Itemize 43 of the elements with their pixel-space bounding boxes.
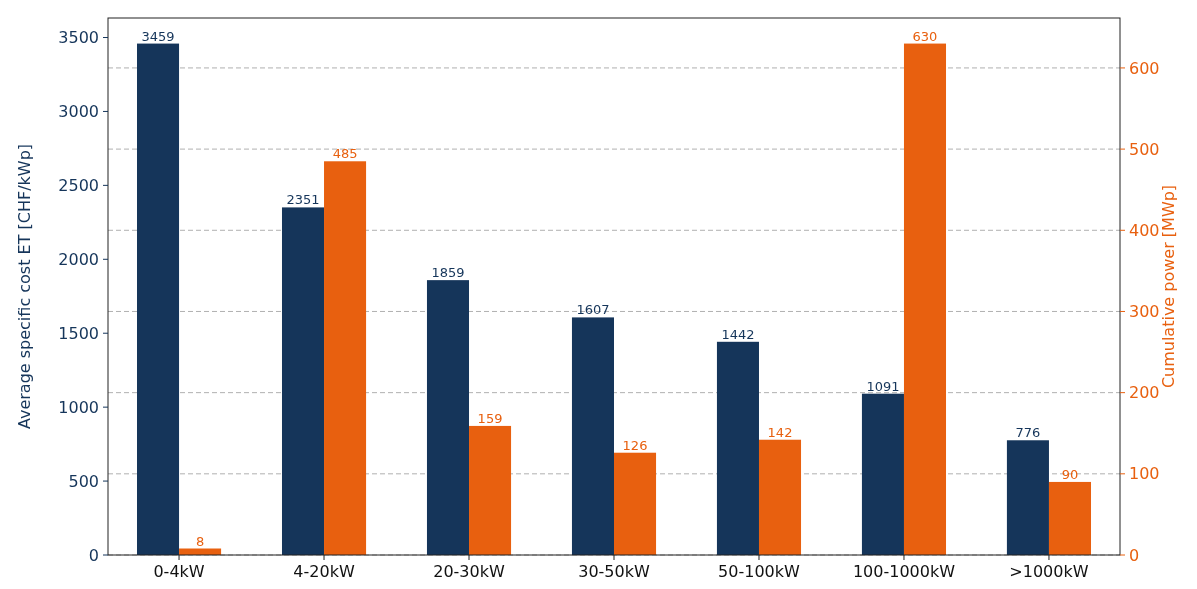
data-label: 8 bbox=[195, 533, 205, 549]
y-tick-label: 1500 bbox=[58, 323, 99, 343]
y2-tick-label: 100 bbox=[1129, 464, 1160, 484]
data-label: 776 bbox=[1015, 425, 1041, 441]
bar bbox=[137, 43, 180, 555]
x-tick-label: 30-50kW bbox=[578, 562, 650, 581]
bar bbox=[426, 280, 470, 555]
y-axis-title: Average specific cost ET [CHF/kWp] bbox=[15, 143, 34, 430]
y2-tick-label: 400 bbox=[1129, 220, 1160, 240]
y-tick-label: 2000 bbox=[58, 249, 99, 269]
data-label: 126 bbox=[622, 437, 648, 453]
bar bbox=[571, 317, 614, 555]
data-label: 159 bbox=[477, 410, 503, 426]
y2-tick-label: 600 bbox=[1129, 58, 1160, 78]
bar bbox=[861, 393, 904, 555]
data-label: 2351 bbox=[286, 192, 320, 208]
data-label: 1607 bbox=[576, 302, 610, 318]
x-tick-label: 50-100kW bbox=[718, 562, 801, 581]
data-label: 1859 bbox=[431, 265, 465, 281]
data-label: 90 bbox=[1061, 466, 1079, 482]
data-label: 3459 bbox=[141, 28, 175, 44]
x-tick-label: 100-1000kW bbox=[852, 562, 956, 581]
y2-tick-label: 200 bbox=[1129, 383, 1160, 403]
y2-axis-title: Cumulative power [MWp] bbox=[1159, 184, 1178, 389]
y-tick-label: 2500 bbox=[58, 175, 99, 195]
y2-tick-label: 300 bbox=[1129, 302, 1160, 322]
data-label: 142 bbox=[767, 424, 793, 440]
data-label: 1442 bbox=[721, 326, 755, 342]
y-tick-label: 1000 bbox=[58, 397, 99, 417]
y2-tick-label: 500 bbox=[1129, 139, 1160, 159]
y-tick-label: 3500 bbox=[58, 28, 99, 48]
data-label: 485 bbox=[332, 146, 358, 162]
y-tick-label: 3000 bbox=[58, 102, 99, 122]
x-tick-label: >1000kW bbox=[1009, 562, 1089, 581]
x-tick-label: 0-4kW bbox=[153, 562, 205, 581]
y-tick-label: 500 bbox=[68, 471, 99, 491]
y-tick-label: 0 bbox=[88, 545, 99, 565]
data-label: 1091 bbox=[866, 378, 900, 394]
data-label: 630 bbox=[912, 28, 938, 44]
x-tick-label: 20-30kW bbox=[433, 562, 505, 581]
x-tick-label: 4-20kW bbox=[293, 562, 355, 581]
bar bbox=[903, 43, 947, 555]
y2-tick-label: 0 bbox=[1129, 545, 1140, 565]
